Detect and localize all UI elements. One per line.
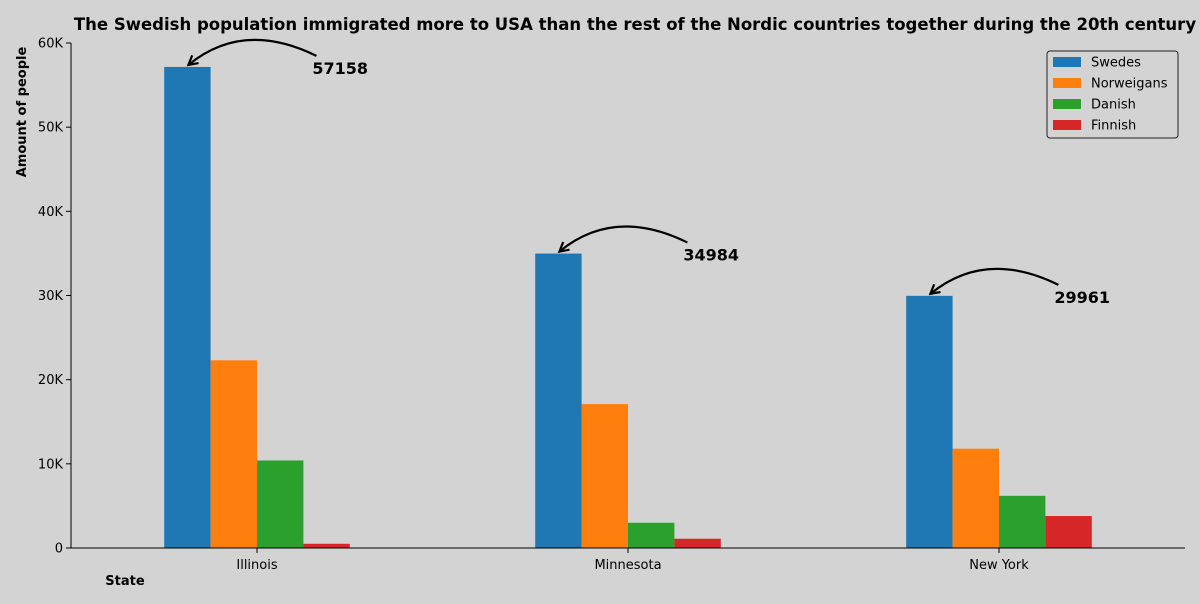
annotation-arrow <box>188 38 317 65</box>
legend-label-danish: Danish <box>1091 98 1136 113</box>
y-tick-label: 40K <box>38 205 64 220</box>
bar-danish-illinois <box>257 460 304 548</box>
legend-label-swedes: Swedes <box>1091 56 1141 71</box>
y-tick-label: 30K <box>38 289 64 304</box>
bar-swedes-new-york <box>906 295 953 548</box>
bar-finnish-illinois <box>303 543 350 548</box>
annotation-label: 29961 <box>1054 288 1110 307</box>
bar-finnish-minnesota <box>674 538 721 548</box>
y-tick-label: 20K <box>38 373 64 388</box>
y-tick-label: 10K <box>38 457 64 472</box>
chart-title: The Swedish population immigrated more t… <box>74 15 1196 34</box>
bar-finnish-new-york <box>1045 516 1092 548</box>
x-axis-label: State <box>105 574 145 589</box>
annotation-label: 34984 <box>683 246 739 265</box>
legend-swatch-swedes <box>1053 57 1081 67</box>
axes-layer: 0 10K 20K 30K 40K 50K 60K Illinois Minnesota New … <box>38 37 1185 573</box>
annotation-arrow <box>930 267 1059 294</box>
bar-danish-new-york <box>999 495 1046 548</box>
x-tick-label: New York <box>969 558 1029 573</box>
annotation-label: 57158 <box>312 59 368 78</box>
bar-danish-minnesota <box>628 522 675 548</box>
y-tick-label: 50K <box>38 121 64 136</box>
x-tick-label: Minnesota <box>594 558 661 573</box>
annotation-arrow <box>559 225 688 252</box>
legend-swatch-danish <box>1053 99 1081 109</box>
y-tick-label: 0 <box>55 542 63 557</box>
annotations-layer: 57158 34984 29961 <box>188 38 1110 307</box>
legend-swatch-norweigans <box>1053 78 1081 88</box>
bars-layer <box>164 66 1092 548</box>
x-tick-label: Illinois <box>236 558 277 573</box>
legend-box <box>1046 50 1179 139</box>
bar-swedes-illinois <box>164 66 211 548</box>
y-axis-label: Amount of people <box>15 47 30 178</box>
bar-norweigans-minnesota <box>581 404 628 548</box>
legend-swatch-finnish <box>1053 120 1081 130</box>
legend-label-finnish: Finnish <box>1091 119 1136 134</box>
legend-label-norweigans: Norweigans <box>1091 77 1168 92</box>
bar-swedes-minnesota <box>535 253 582 548</box>
bar-norweigans-illinois <box>210 360 257 548</box>
bar-norweigans-new-york <box>952 448 999 548</box>
legend: Swedes Norweigans Danish Finnish <box>1046 50 1179 139</box>
y-tick-label: 60K <box>38 37 64 52</box>
